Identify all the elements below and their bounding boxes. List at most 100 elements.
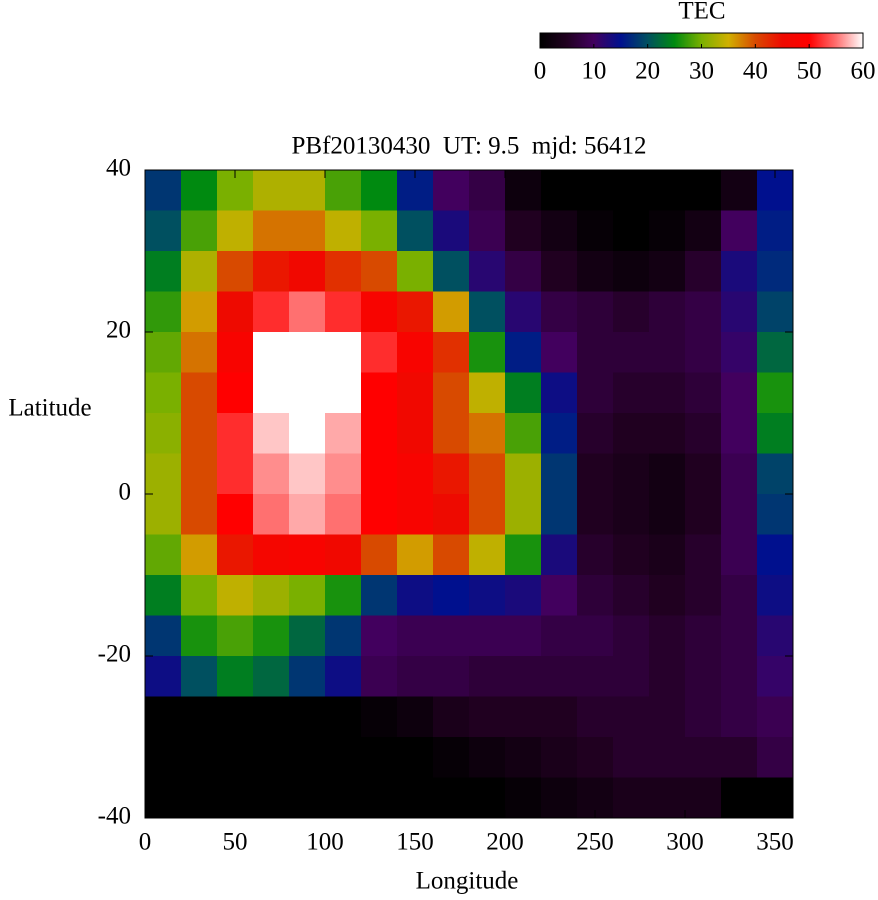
heatmap-cell (145, 777, 182, 819)
heatmap-cell (289, 251, 326, 292)
heatmap-cell (577, 737, 614, 778)
colorbar-tick-label: 0 (534, 58, 547, 85)
heatmap-cell (721, 615, 758, 657)
heatmap-cell (721, 494, 758, 535)
heatmap-cell (721, 413, 758, 454)
heatmap-cell (433, 453, 470, 495)
heatmap-cell (649, 656, 686, 697)
heatmap-cell (577, 413, 614, 454)
heatmap-cell (325, 656, 362, 697)
heatmap-cell (397, 494, 434, 535)
heatmap-cell (361, 494, 398, 535)
heatmap-cell (325, 737, 362, 778)
heatmap-cell (145, 291, 182, 333)
heatmap-cell (541, 696, 578, 738)
y-axis-label: Latitude (8, 395, 91, 422)
heatmap-cell (253, 210, 290, 252)
heatmap-cell (397, 696, 434, 738)
heatmap-cell (649, 737, 686, 778)
heatmap-cell (721, 575, 758, 616)
heatmap-cell (325, 210, 362, 252)
heatmap-cell (757, 210, 794, 252)
heatmap-cell (505, 453, 542, 495)
heatmap-cell (181, 170, 218, 211)
heatmap-cell (181, 575, 218, 616)
heatmap-cell (721, 453, 758, 495)
heatmap-cell (469, 170, 506, 211)
heatmap-cell (325, 534, 362, 576)
heatmap-cell (685, 737, 722, 778)
heatmap-cell (217, 575, 254, 616)
heatmap-cell (361, 615, 398, 657)
heatmap-cell (577, 575, 614, 616)
heatmap-cell (325, 413, 362, 454)
x-tick-label: 200 (486, 829, 524, 856)
heatmap-cell (505, 291, 542, 333)
heatmap-cell (685, 696, 722, 738)
heatmap-cell (649, 575, 686, 616)
heatmap-cell (433, 413, 470, 454)
heatmap-cell (253, 372, 290, 414)
heatmap-cell (541, 534, 578, 576)
heatmap-cell (613, 210, 650, 252)
heatmap-cell (721, 291, 758, 333)
x-tick-label: 300 (666, 829, 704, 856)
chart-title: PBf20130430 UT: 9.5 mjd: 56412 (291, 133, 646, 160)
heatmap-cell (253, 332, 290, 373)
y-tick-label: -40 (98, 803, 131, 830)
heatmap-cell (325, 615, 362, 657)
heatmap-cell (685, 413, 722, 454)
heatmap-cell (433, 575, 470, 616)
heatmap-cell (505, 615, 542, 657)
heatmap-cell (181, 777, 218, 819)
heatmap-cell (757, 413, 794, 454)
heatmap-cell (613, 534, 650, 576)
heatmap-cell (577, 291, 614, 333)
colorbar-label: TEC (678, 0, 725, 25)
heatmap-cell (325, 575, 362, 616)
heatmap (145, 170, 794, 819)
heatmap-cell (505, 372, 542, 414)
heatmap-cell (289, 696, 326, 738)
heatmap-cell (289, 656, 326, 697)
heatmap-cell (685, 494, 722, 535)
heatmap-cell (469, 494, 506, 535)
colorbar-tick-label: 30 (689, 58, 714, 85)
heatmap-cell (253, 170, 290, 211)
heatmap-cell (613, 332, 650, 373)
heatmap-cell (469, 696, 506, 738)
heatmap-cell (685, 291, 722, 333)
heatmap-cell (613, 413, 650, 454)
heatmap-cell (577, 453, 614, 495)
heatmap-cell (541, 615, 578, 657)
heatmap-cell (469, 210, 506, 252)
heatmap-cell (181, 656, 218, 697)
heatmap-cell (541, 737, 578, 778)
heatmap-cell (757, 737, 794, 778)
heatmap-cell (253, 291, 290, 333)
x-tick-label: 100 (306, 829, 344, 856)
heatmap-cell (145, 534, 182, 576)
heatmap-cell (685, 777, 722, 819)
heatmap-cell (577, 534, 614, 576)
heatmap-cell (649, 372, 686, 414)
y-tick-label: 0 (119, 479, 132, 506)
heatmap-cell (505, 737, 542, 778)
heatmap-cell (469, 453, 506, 495)
heatmap-cell (433, 332, 470, 373)
heatmap-cell (721, 332, 758, 373)
heatmap-cell (613, 170, 650, 211)
heatmap-cell (721, 251, 758, 292)
heatmap-cell (361, 534, 398, 576)
heatmap-cell (217, 534, 254, 576)
heatmap-cell (217, 494, 254, 535)
heatmap-cell (649, 291, 686, 333)
heatmap-cell (433, 494, 470, 535)
heatmap-cell (757, 291, 794, 333)
heatmap-cell (649, 210, 686, 252)
y-tick-label: 40 (106, 155, 131, 182)
heatmap-cell (253, 696, 290, 738)
heatmap-cell (505, 170, 542, 211)
heatmap-cell (361, 170, 398, 211)
heatmap-cell (217, 656, 254, 697)
